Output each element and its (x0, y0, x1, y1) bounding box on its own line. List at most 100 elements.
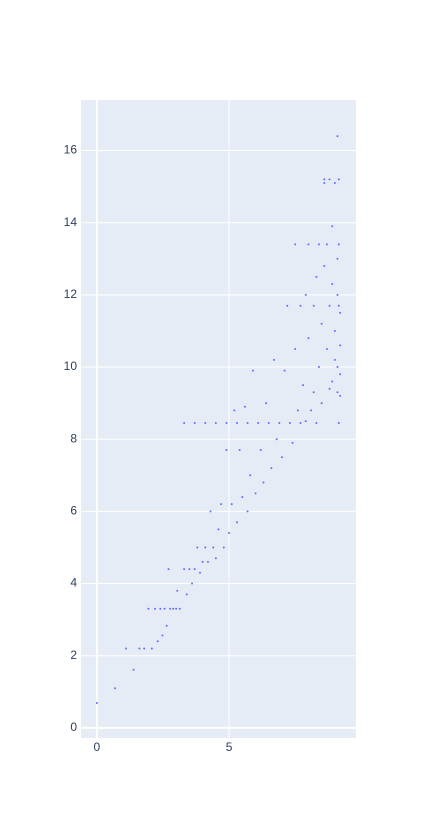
point (176, 589, 179, 592)
point (185, 593, 188, 596)
point (325, 347, 328, 350)
point (246, 421, 249, 424)
point (336, 391, 339, 394)
point (222, 546, 225, 549)
point (339, 311, 342, 314)
point (337, 421, 340, 424)
point (307, 337, 310, 340)
point (270, 467, 273, 470)
point (312, 304, 315, 307)
point (331, 380, 334, 383)
point (278, 421, 281, 424)
point (302, 384, 305, 387)
point (337, 304, 340, 307)
point (328, 387, 331, 390)
point (291, 441, 294, 444)
y-tick-label: 10 (64, 359, 78, 373)
point (336, 293, 339, 296)
point (286, 304, 289, 307)
point (275, 438, 278, 441)
point (217, 528, 220, 531)
point (204, 546, 207, 549)
point (225, 449, 228, 452)
point (294, 243, 297, 246)
point (228, 532, 231, 535)
point (150, 647, 153, 650)
y-tick-label: 12 (64, 287, 78, 301)
point (283, 369, 286, 372)
x-tick-label: 5 (226, 740, 233, 754)
y-tick-label: 0 (70, 720, 77, 734)
point (325, 243, 328, 246)
y-tick-label: 2 (70, 648, 77, 662)
point (212, 546, 215, 549)
point (143, 647, 146, 650)
point (323, 264, 326, 267)
point (246, 510, 249, 513)
point (183, 421, 186, 424)
point (339, 394, 342, 397)
point (328, 304, 331, 307)
point (124, 647, 127, 650)
point (230, 503, 233, 506)
point (339, 373, 342, 376)
point (273, 358, 276, 361)
x-tick-label: 0 (94, 740, 101, 754)
point (196, 546, 199, 549)
point (201, 560, 204, 563)
y-tick-label: 4 (70, 576, 77, 590)
point (294, 347, 297, 350)
point (312, 391, 315, 394)
point (262, 481, 265, 484)
point (333, 329, 336, 332)
point (331, 225, 334, 228)
point (147, 607, 150, 610)
point (296, 409, 299, 412)
point (154, 607, 157, 610)
point (178, 607, 181, 610)
point (333, 358, 336, 361)
point (310, 409, 313, 412)
point (323, 178, 326, 181)
point (159, 607, 162, 610)
point (304, 420, 307, 423)
y-tick-label: 6 (70, 504, 77, 518)
point (132, 668, 135, 671)
point (236, 521, 239, 524)
point (307, 243, 310, 246)
point (254, 492, 257, 495)
point (191, 582, 194, 585)
point (299, 304, 302, 307)
point (225, 421, 228, 424)
point (161, 634, 164, 637)
point (238, 449, 241, 452)
point (315, 421, 318, 424)
point (165, 624, 168, 627)
point (243, 405, 246, 408)
point (323, 181, 326, 184)
point (328, 178, 331, 181)
point (169, 607, 172, 610)
point (299, 421, 302, 424)
y-tick-label: 16 (64, 143, 78, 157)
point (209, 510, 212, 513)
point (214, 421, 217, 424)
point (138, 647, 141, 650)
point (333, 181, 336, 184)
plot-area (81, 100, 356, 738)
point (304, 293, 307, 296)
point (315, 275, 318, 278)
point (259, 449, 262, 452)
point (214, 557, 217, 560)
point (336, 135, 339, 138)
point (175, 607, 178, 610)
point (280, 456, 283, 459)
point (167, 568, 170, 571)
point (233, 409, 236, 412)
point (265, 402, 268, 405)
point (267, 421, 270, 424)
y-tick-label: 14 (64, 215, 78, 229)
point (204, 421, 207, 424)
point (206, 560, 209, 563)
point (172, 607, 175, 610)
